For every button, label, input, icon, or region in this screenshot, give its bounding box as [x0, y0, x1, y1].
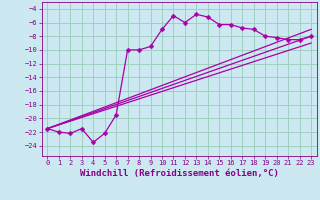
X-axis label: Windchill (Refroidissement éolien,°C): Windchill (Refroidissement éolien,°C)	[80, 169, 279, 178]
